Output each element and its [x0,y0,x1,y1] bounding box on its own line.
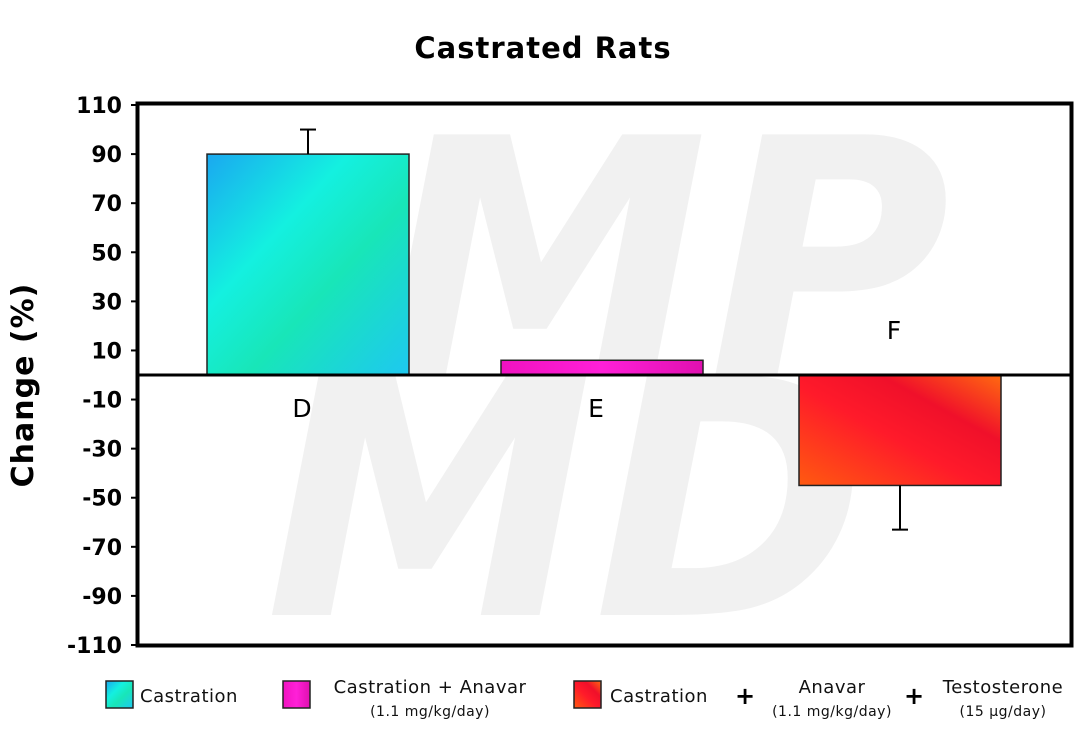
y-tick-label: -30 [82,438,122,463]
bar [500,359,704,376]
legend-label: Testosterone [942,677,1063,698]
y-tick-label: -50 [82,487,122,512]
bar-letter-label: E [588,394,604,423]
y-tick-label: 30 [91,290,122,315]
bar [206,153,410,376]
y-tick-label: 10 [91,339,122,364]
plot-frame [135,101,1074,648]
y-tick-label: -110 [67,634,122,659]
y-axis-label: Change (%) [6,283,41,488]
y-tick-label: -10 [82,389,122,414]
chart-title: Castrated Rats [414,31,671,65]
y-tick-label: 70 [91,192,122,217]
legend-plus: + [904,682,924,710]
legend-swatch [573,680,602,709]
legend-label: Castration [140,686,238,707]
legend-label: Castration + Anavar [334,677,527,698]
legend-sublabel: (1.1 mg/kg/day) [772,704,892,720]
y-tick-label: 50 [91,241,122,266]
legend-sublabel: (1.1 mg/kg/day) [370,704,490,720]
y-tick-label: 110 [76,94,122,119]
bar [798,374,1002,487]
bar-letter-label: D [292,394,311,423]
legend-swatch [282,680,311,709]
y-tick-label: -70 [82,536,122,561]
bar-letter-label: F [887,316,901,345]
y-tick-label: -90 [82,585,122,610]
legend-swatch [105,680,134,709]
legend-plus: + [735,682,755,710]
y-tick-label: 90 [91,143,122,168]
legend-label: Anavar [799,677,866,698]
legend-label: Castration [610,686,708,707]
legend-sublabel: (15 µg/day) [960,704,1047,720]
